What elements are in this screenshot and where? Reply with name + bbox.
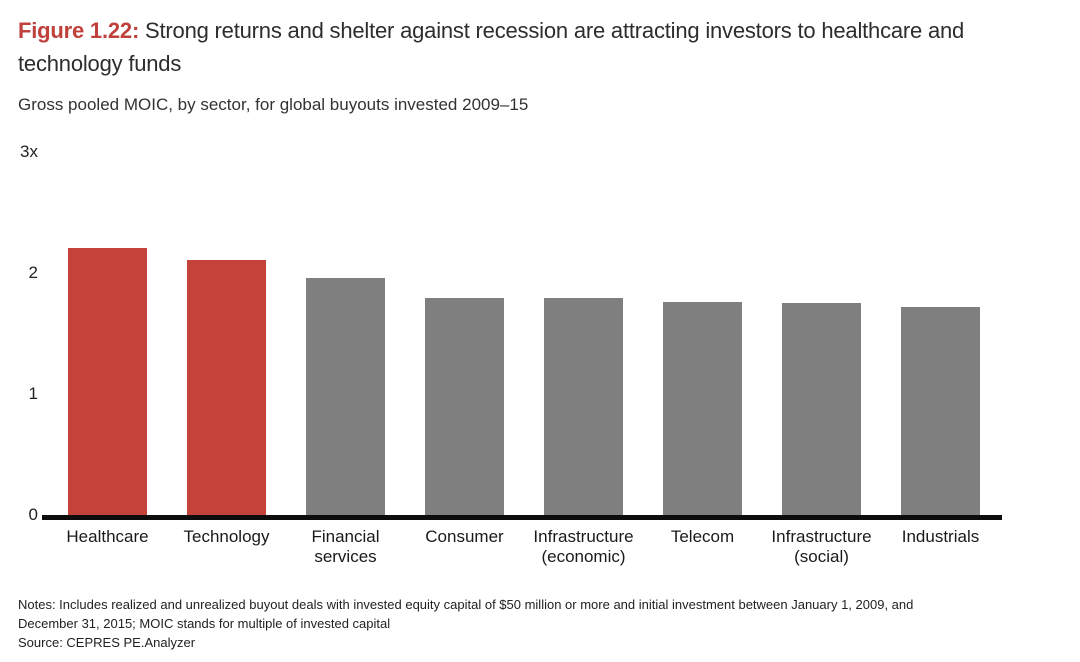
bar-column-telecom	[643, 152, 762, 515]
y-tick-label-1: 1	[28, 384, 38, 403]
x-label-infrastructure-social: Infrastructure (social)	[771, 527, 872, 566]
bar-column-consumer	[405, 152, 524, 515]
x-label-financial-services: Financial services	[311, 527, 380, 566]
y-tick-label-2: 2	[28, 263, 38, 282]
notes-line2: December 31, 2015; MOIC stands for multi…	[18, 616, 391, 631]
bar-healthcare	[68, 247, 147, 515]
bar-telecom	[663, 302, 742, 515]
x-label-industrials: Industrials	[901, 527, 980, 546]
bar-financial-services	[306, 277, 385, 515]
footnotes: Notes: Includes realized and unrealized …	[18, 595, 913, 652]
y-tick-label-3: 3x	[20, 142, 38, 161]
x-label-consumer: Consumer	[425, 527, 504, 546]
figure-title-text: Strong returns and shelter against reces…	[145, 18, 965, 43]
bar-column-technology	[167, 152, 286, 515]
chart-subtitle: Gross pooled MOIC, by sector, for global…	[18, 95, 529, 114]
figure-title-line2: technology funds	[18, 51, 182, 76]
bar-column-infrastructure-economic	[524, 152, 643, 515]
notes-line1: Notes: Includes realized and unrealized …	[18, 597, 914, 612]
figure-title: Figure 1.22: Strong returns and shelter …	[18, 14, 964, 80]
bar-column-healthcare	[48, 152, 167, 515]
bar-technology	[187, 259, 266, 515]
bar-column-financial-services	[286, 152, 405, 515]
bar-consumer	[425, 298, 504, 515]
x-label-infrastructure-economic: Infrastructure (economic)	[533, 527, 634, 566]
bar-column-infrastructure-social	[762, 152, 881, 515]
source-line: Source: CEPRES PE.Analyzer	[18, 635, 196, 650]
x-axis-labels: Healthcare Technology Financial services Co…	[48, 527, 1000, 567]
x-axis-line	[42, 515, 1002, 520]
x-label-telecom: Telecom	[670, 527, 735, 546]
figure-title-line1: Figure 1.22: Strong returns and shelter …	[18, 14, 964, 47]
x-label-technology: Technology	[183, 527, 270, 546]
bar-infrastructure-social	[782, 303, 861, 515]
bar-column-industrials	[881, 152, 1000, 515]
x-label-healthcare: Healthcare	[66, 527, 149, 546]
bar-infrastructure-economic	[544, 298, 623, 515]
figure-number-label: Figure 1.22:	[18, 18, 140, 43]
y-tick-label-0: 0	[28, 505, 38, 524]
y-axis: 3x 2 1 0	[0, 0, 38, 662]
plot-area	[48, 152, 1000, 515]
bar-industrials	[901, 306, 980, 515]
